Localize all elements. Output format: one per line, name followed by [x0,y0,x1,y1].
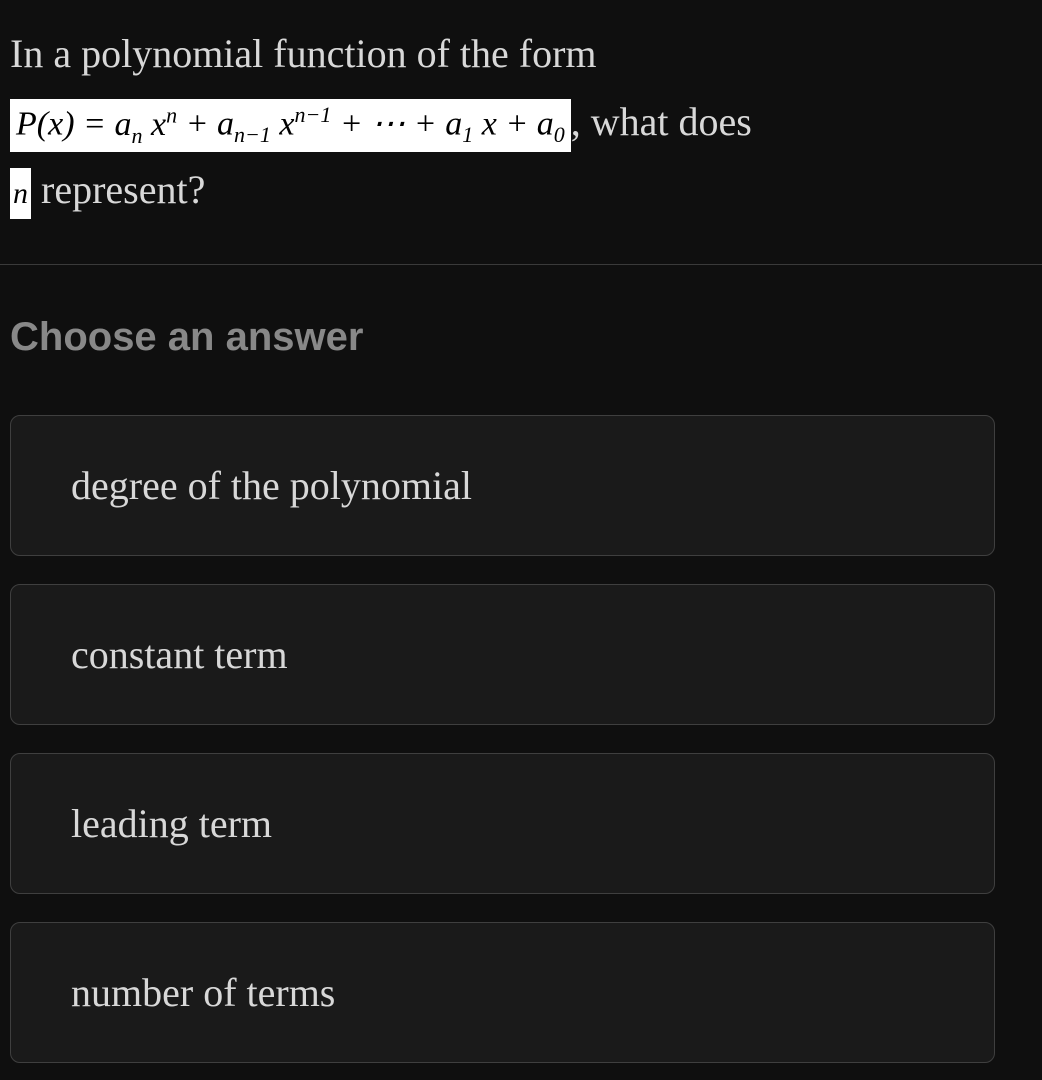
answer-option-leading[interactable]: leading term [10,753,995,894]
choose-answer-heading: Choose an answer [10,315,1032,360]
answer-option-label: constant term [71,632,288,677]
question-after-variable: represent? [31,167,205,212]
answer-option-label: leading term [71,801,272,846]
answer-option-label: degree of the polynomial [71,463,472,508]
answer-option-number[interactable]: number of terms [10,922,995,1063]
answer-option-constant[interactable]: constant term [10,584,995,725]
question-line1: In a polynomial function of the form [10,31,597,76]
question-section: In a polynomial function of the form P(x… [0,0,1042,264]
variable-n: n [10,168,31,219]
polynomial-formula: P(x) = an xn + an−1 xn−1 + ⋯ + a1 x + a0 [10,99,571,152]
answer-option-label: number of terms [71,970,335,1015]
answer-section: Choose an answer degree of the polynomia… [0,265,1042,1063]
question-after-formula: , what does [571,99,752,144]
question-text: In a polynomial function of the form P(x… [10,20,1032,224]
answer-option-degree[interactable]: degree of the polynomial [10,415,995,556]
